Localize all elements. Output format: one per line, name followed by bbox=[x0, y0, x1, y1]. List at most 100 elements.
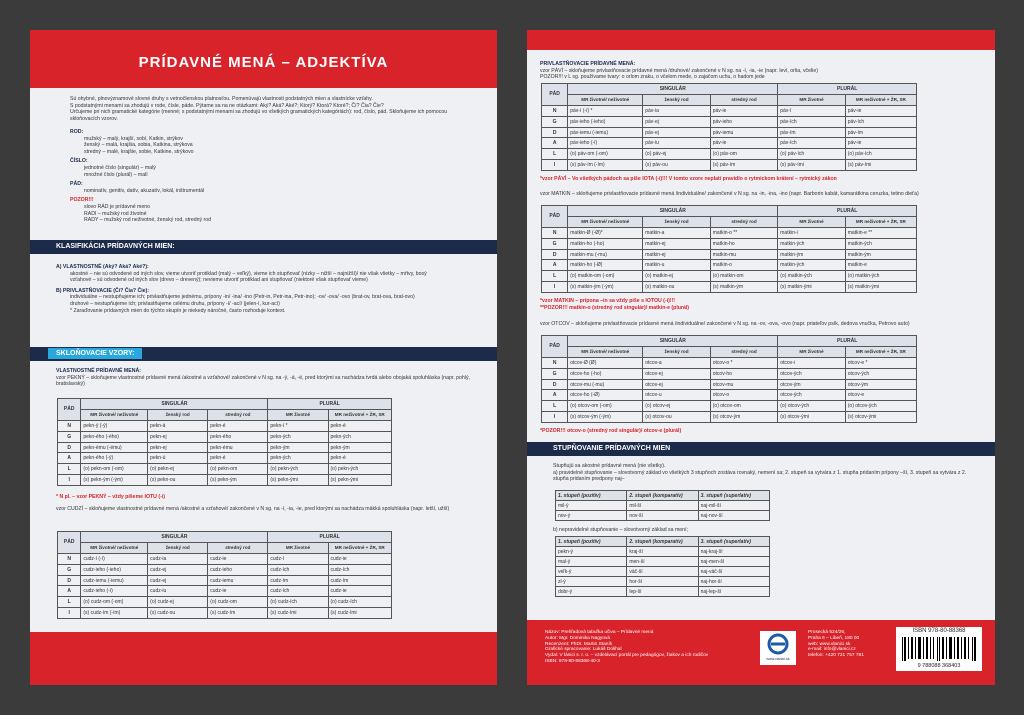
row: I (s) matkin-ým (-ým) (s) matkin-ou (s) mat… bbox=[540, 281, 918, 294]
pattern-text: vzor PÁVÍ – skloňujeme privlastňovacie p… bbox=[540, 67, 818, 74]
categories: ROD: mužský – malý, krajší, sobí, Katkin,… bbox=[70, 126, 370, 224]
degree-line: b) nepravidelné stupňovanie – slovotvorn… bbox=[553, 527, 688, 533]
cell: D bbox=[56, 441, 82, 454]
row: pekn-ý kraj-ší naj-kraj-ší bbox=[554, 546, 771, 557]
head-cell: SINGULÁR bbox=[80, 398, 269, 410]
section-title: STUPŇOVANIE PRÍDAVNÝCH MIEN bbox=[553, 445, 671, 452]
cell: kraj-ší bbox=[626, 546, 699, 557]
cell: matkin-ej bbox=[642, 248, 711, 261]
cell: páv-ej bbox=[642, 126, 711, 139]
head-cell: MR neživotné + ŽR, SR bbox=[844, 93, 918, 106]
cell: pekn-é bbox=[327, 452, 392, 465]
cell: väč-ší bbox=[626, 566, 699, 577]
cell: A bbox=[56, 452, 82, 465]
intro: Sú ohybné, plnovýznamové slovné druhy s … bbox=[70, 96, 470, 122]
footer-band bbox=[30, 632, 497, 685]
head-cell: SINGULÁR bbox=[567, 335, 779, 347]
row: I (s) páv-ím (-ím) (s) páv-ou (s) páv-ím (s)… bbox=[540, 159, 918, 172]
cell: naj-lep-ší bbox=[697, 586, 771, 597]
head-cell: PÁD bbox=[540, 335, 569, 358]
cell: D bbox=[56, 574, 82, 587]
classification: A) VLASTNOSTNÉ (Aký? Aká? Aké?): akostné … bbox=[56, 260, 476, 314]
contact-line: web: www.vlanici.sk bbox=[808, 641, 851, 647]
cell: (o) matkin-ých bbox=[777, 270, 846, 283]
pattern-text: vzor MATKIN – skloňujeme privlastňovacie… bbox=[540, 191, 919, 197]
subheading: VLASTNOSTNÉ PRÍDAVNÉ MENÁ: bbox=[56, 368, 141, 374]
cell: dobr-ý bbox=[554, 586, 628, 597]
note: *vzor PÁVÍ – Vo všetkých pádoch sa píše … bbox=[540, 176, 837, 182]
head-row: MR životné/ neživotné ženský rod stredný r… bbox=[542, 215, 918, 228]
cell: pekn-á bbox=[147, 419, 209, 432]
cell: páv-ie bbox=[844, 104, 918, 117]
cell: (o) pekn-om (-om) bbox=[80, 463, 149, 476]
cell: pekn-ého bbox=[207, 430, 269, 443]
cell: G bbox=[540, 115, 569, 128]
cell: N bbox=[56, 552, 82, 565]
cell: veľk-ý bbox=[554, 566, 628, 577]
cell: (s) matkin-ou bbox=[642, 281, 711, 294]
cell: otcov-i bbox=[777, 356, 846, 369]
pattern-text: vzor OTCOV – skloňujeme privlastňovacie … bbox=[540, 321, 910, 327]
head-row: PÁD SINGULÁR PLURÁL bbox=[56, 398, 392, 421]
cell: N bbox=[540, 104, 569, 117]
cell: I bbox=[540, 411, 569, 424]
head-row: PÁD SINGULÁR PLURÁL bbox=[56, 531, 392, 554]
head-cell: 1. stupeň (pozitív) bbox=[554, 536, 628, 547]
cell: matkin-ým bbox=[777, 248, 846, 261]
cell: pekn-é bbox=[327, 419, 392, 432]
cell: cudz-iemu (-iemu) bbox=[80, 574, 149, 587]
header-band bbox=[30, 30, 497, 88]
class-line: individuálne – nestupňujeme ich; privlas… bbox=[70, 294, 415, 301]
degree-text: Stupňujú sa akostné prídavné mená (nie v… bbox=[553, 463, 973, 483]
head-cell: stredný rod bbox=[207, 408, 269, 421]
cell: otcov-e bbox=[844, 389, 918, 402]
imprint-line: Grafické spracovanie: Lukáš Dolihal bbox=[545, 647, 622, 653]
pattern-text: POZOR!!! v L sg. používame tvary: o orlo… bbox=[540, 74, 765, 81]
case-table: PÁD SINGULÁR PLURÁL MR životné/ neživotné že… bbox=[540, 83, 918, 172]
cell: matkin-mu bbox=[709, 248, 779, 261]
cell: (o) matkin-ých bbox=[844, 270, 918, 283]
degree-table: 1. stupeň (pozitív) 2. stupeň (komparatív… bbox=[554, 490, 771, 521]
cell: pekn-ej bbox=[147, 430, 209, 443]
isbn: ISBN 978-80-88368 bbox=[912, 628, 966, 634]
cell: matkin-ho (-ho) bbox=[567, 237, 644, 250]
cell: (o) pekn-ej bbox=[147, 463, 209, 476]
cell: (s) cudz-ími bbox=[267, 607, 329, 620]
cell: L bbox=[540, 400, 569, 413]
imprint-line: Recenzent: PhDr. Martin Staník bbox=[545, 641, 613, 647]
isbn-box bbox=[896, 627, 982, 671]
cell: (o) matkin-ej bbox=[642, 270, 711, 283]
degree-table: 1. stupeň (pozitív) 2. stupeň (komparatív… bbox=[554, 536, 771, 597]
cell: pekn-é bbox=[207, 452, 269, 465]
cell: otcov-mu (-mu) bbox=[567, 378, 644, 391]
intro-line: Určujeme pri nich gramatické kategórie (… bbox=[70, 109, 448, 122]
cell: L bbox=[56, 463, 82, 476]
cell: I bbox=[540, 159, 569, 172]
cell: páv-ieho (-ieho) bbox=[567, 115, 644, 128]
row: L (o) otcov-om (-om) (o) otcov-ej (o) otcov… bbox=[540, 400, 918, 413]
cell: páv-iu bbox=[642, 137, 711, 150]
cell: cudz-ích bbox=[267, 585, 329, 598]
cell: páv-ie bbox=[709, 104, 779, 117]
cell: páv-ím bbox=[777, 126, 846, 139]
class-line: vzťahové – sú odvodené od iných slov (dr… bbox=[70, 277, 368, 284]
cell: matkin-ých bbox=[777, 259, 846, 272]
cell: páv-ích bbox=[844, 115, 918, 128]
cell: (o) otcov-ých bbox=[844, 400, 918, 413]
cell: otcov-ho (-Ø) bbox=[567, 389, 644, 402]
row: L (o) matkin-om (-om) (o) matkin-ej (o) mat… bbox=[540, 270, 918, 283]
cell: cudz-ieho bbox=[207, 563, 269, 576]
cell: D bbox=[540, 378, 569, 391]
cell: otcov-u bbox=[642, 389, 711, 402]
cell: lep-ší bbox=[626, 586, 699, 597]
group-line: mužský – malý, krajší, sobí, Katkin, str… bbox=[84, 135, 183, 142]
cell: pekn-é bbox=[207, 419, 269, 432]
class-line: * Zaraďovanie prídavných mien do týchto … bbox=[70, 307, 286, 314]
head-cell: MR neživotné + ŽR, SR bbox=[327, 408, 392, 421]
cell: páv-í (-í) * bbox=[567, 104, 644, 117]
head-cell: PLURÁL bbox=[777, 205, 917, 217]
group: ROD: mužský – malý, krajší, sobí, Katkin,… bbox=[70, 129, 370, 155]
